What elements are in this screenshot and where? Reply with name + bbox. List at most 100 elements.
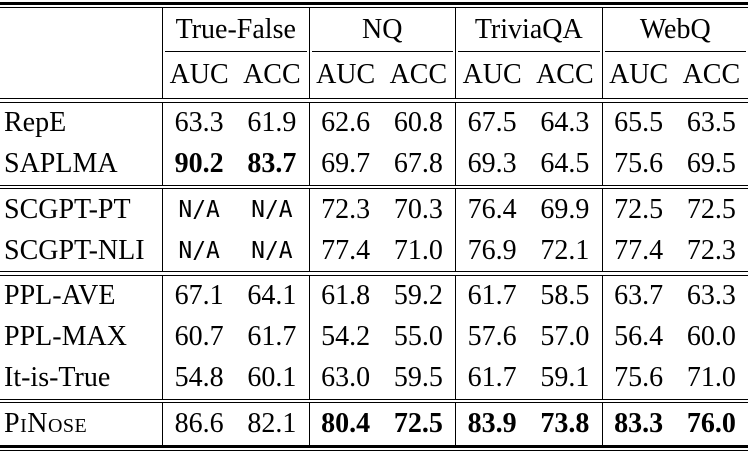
table-section-ppl: PPL-AVE 67.1 64.1 61.8 59.2 61.7 58.5 63… [0,275,748,399]
section-divider-rule [0,184,748,189]
metric-cell: 67.8 [393,148,443,179]
metric-cell: 77.4 [601,230,675,271]
top-rule [0,2,748,8]
metric-cell: 71.0 [393,234,443,266]
section-divider-rule [0,271,748,276]
metric-cell: 69.3 [455,143,528,185]
metric-cell: 80.4 [308,403,382,445]
metric-cell: 71.0 [686,362,736,393]
metric-cell: 56.4 [601,316,675,358]
column-group-underline [165,50,307,52]
row-label: SCGPT-NLI [4,234,145,266]
metric-subheader-auc: AUC [162,52,235,98]
metric-cell: 63.3 [162,102,235,144]
header-divider-rule [0,98,748,103]
dataset-group-label: True-False [175,14,296,45]
metric-cell: 57.0 [540,321,590,352]
column-group-underline [311,50,453,52]
column-group-underline [458,50,600,52]
metric-cell: N/A [251,237,293,264]
dataset-group-true-false: True-False [162,8,309,52]
row-label: SCGPT-PT [4,193,131,225]
row-label: SAPLMA [4,148,118,179]
metric-cell: 61.7 [455,357,528,399]
metric-subheader-acc: ACC [536,59,594,90]
metric-cell: 63.3 [686,280,736,311]
table-row-scgpt-nli: SCGPT-NLI N/A N/A 77.4 71.0 76.9 72.1 77… [0,230,748,271]
metric-subheader-auc: AUC [455,52,528,98]
metric-cell: 72.5 [393,408,443,439]
metric-cell: 70.3 [393,193,443,225]
row-label: PPL-MAX [4,321,127,352]
metric-cell: 64.1 [247,280,297,311]
metric-cell: 57.6 [455,316,528,358]
metric-cell: 83.3 [601,403,675,445]
metric-cell: 60.1 [247,362,297,393]
metric-cell: 59.1 [540,362,590,393]
metric-subheader-acc: ACC [243,59,301,90]
metric-cell: 62.6 [308,102,382,144]
bottom-rule [0,445,748,451]
column-group-underline [604,50,746,52]
metric-cell: 63.7 [601,275,675,317]
metric-cell: 58.5 [540,280,590,311]
row-label: RepE [4,107,67,138]
table-row-ppl-max: PPL-MAX 60.7 61.7 54.2 55.0 57.6 57.0 56… [0,316,748,358]
metric-cell: 67.1 [162,275,235,317]
dataset-group-label: WebQ [639,14,711,45]
table-row-saplma: SAPLMA 90.2 83.7 69.7 67.8 69.3 64.5 75.… [0,143,748,185]
row-label: PiNose [4,408,88,439]
metric-cell: 86.6 [162,403,235,445]
metric-cell: 55.0 [393,321,443,352]
metric-cell: N/A [251,196,293,223]
metric-cell: 65.5 [601,102,675,144]
metric-cell: 59.2 [393,280,443,311]
metric-cell: 76.0 [686,408,736,439]
table-section-scgpt: SCGPT-PT N/A N/A 72.3 70.3 76.4 69.9 72.… [0,189,748,271]
table-row-it-is-true: It-is-True 54.8 60.1 63.0 59.5 61.7 59.1… [0,357,748,399]
metric-cell: 54.2 [308,316,382,358]
metric-cell: 75.6 [601,143,675,185]
metric-cell: 64.5 [540,148,590,179]
metric-cell: 72.1 [540,234,590,266]
metric-cell: 76.9 [455,230,528,271]
metric-cell: 69.7 [308,143,382,185]
metric-cell: 90.2 [162,143,235,185]
metric-subheader-auc: AUC [308,52,382,98]
metric-subheader-acc: ACC [682,59,741,90]
metric-cell: 63.0 [308,357,382,399]
metric-cell: 60.8 [393,107,443,138]
metric-cell: 64.3 [540,107,590,138]
section-divider-rule [0,398,748,403]
metric-cell: 72.3 [308,189,382,230]
table-row-pinose: PiNose 86.6 82.1 80.4 72.5 83.9 73.8 83.… [0,403,748,445]
metric-cell: 76.4 [455,189,528,230]
metric-cell: 83.9 [455,403,528,445]
dataset-group-triviaqa: TriviaQA [455,8,602,52]
metric-subheader-acc: ACC [389,59,448,90]
metric-cell: 59.5 [393,362,443,393]
dataset-group-nq: NQ [308,8,456,52]
metric-subheader-auc: AUC [601,52,675,98]
metric-cell: 61.8 [308,275,382,317]
table-section-pinose: PiNose 86.6 82.1 80.4 72.5 83.9 73.8 83.… [0,403,748,445]
row-label: It-is-True [4,362,111,393]
metric-cell: 72.5 [686,193,736,225]
metric-header-row: AUC ACC AUC ACC AUC ACC AUC ACC [0,52,748,98]
metric-cell: N/A [162,230,235,271]
metric-cell: 77.4 [308,230,382,271]
table-row-repe: RepE 63.3 61.9 62.6 60.8 67.5 64.3 65.5 … [0,102,748,144]
metric-cell: 54.8 [162,357,235,399]
table-row-scgpt-pt: SCGPT-PT N/A N/A 72.3 70.3 76.4 69.9 72.… [0,189,748,230]
metric-cell: 60.7 [162,316,235,358]
metric-cell: 63.5 [686,107,736,138]
dataset-group-label: TriviaQA [474,14,583,45]
table-row-ppl-ave: PPL-AVE 67.1 64.1 61.8 59.2 61.7 58.5 63… [0,275,748,317]
metric-cell: 75.6 [601,357,675,399]
metric-cell: 69.9 [540,193,590,225]
header-corner-blank [0,8,162,52]
metric-cell: 82.1 [247,408,297,439]
dataset-group-webq: WebQ [601,8,748,52]
table-section-probing: RepE 63.3 61.9 62.6 60.8 67.5 64.3 65.5 … [0,102,748,185]
